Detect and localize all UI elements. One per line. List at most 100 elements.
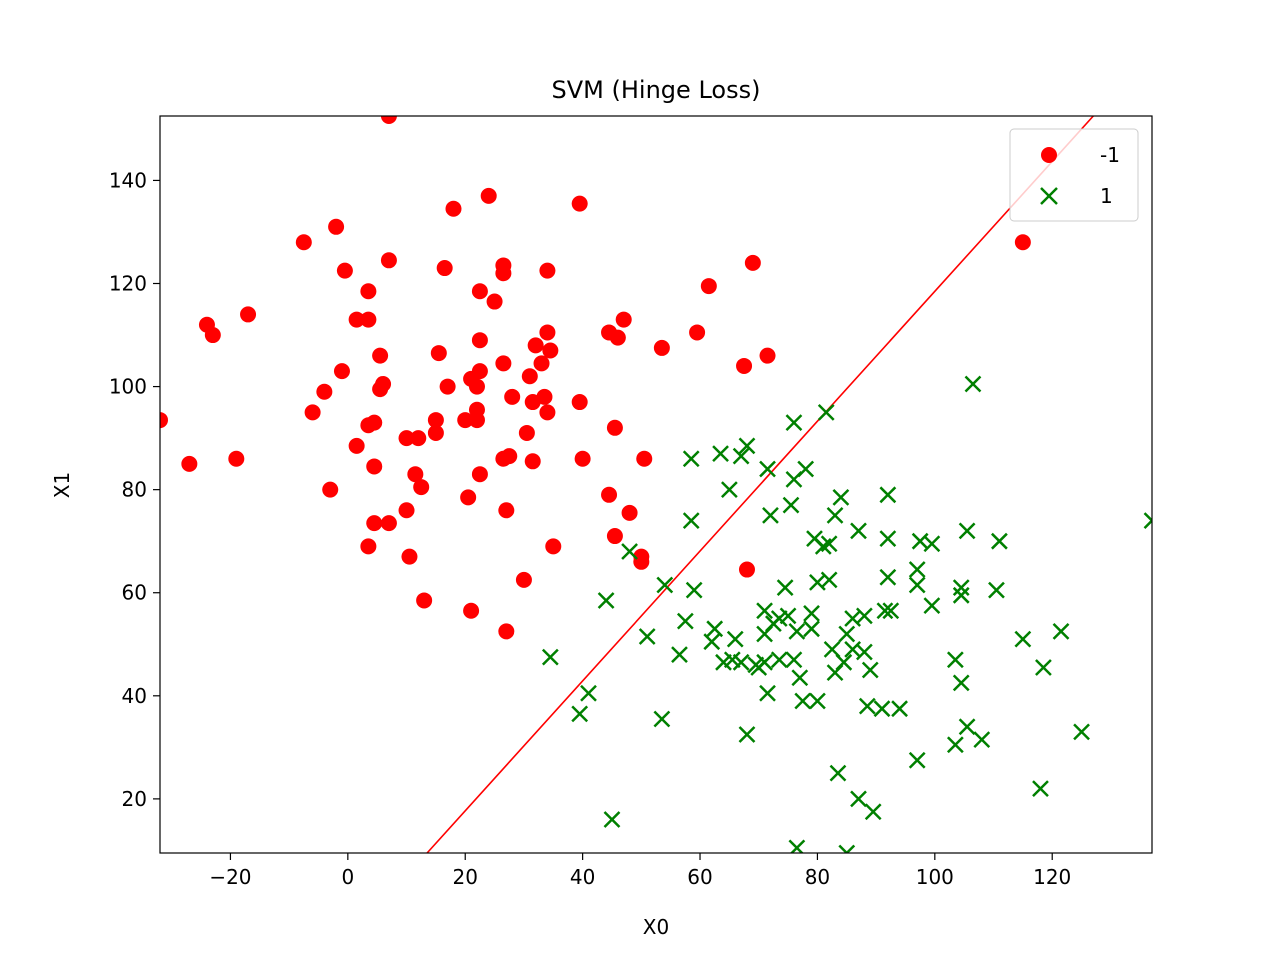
point-series-1-82 xyxy=(571,705,589,723)
point-series-0-81 xyxy=(621,504,638,521)
point-series-0-2 xyxy=(445,200,462,217)
y-tick-label-6: 140 xyxy=(109,168,147,192)
point-series-0-72 xyxy=(366,458,383,475)
x-axis: −20 0 20 40 60 80 100 120 xyxy=(209,853,1071,889)
point-series-0-60 xyxy=(518,424,535,441)
point-series-0-74 xyxy=(471,466,488,483)
point-series-1-61 xyxy=(844,641,862,658)
point-series-1-98 xyxy=(850,790,867,808)
point-series-1-56 xyxy=(788,623,806,640)
point-series-0-13 xyxy=(744,254,761,271)
point-series-0-46 xyxy=(316,383,333,400)
point-series-0-93 xyxy=(463,602,480,619)
point-series-0-64 xyxy=(348,437,365,454)
x-tick-label-7: 120 xyxy=(1033,865,1071,889)
point-series-0-50 xyxy=(571,394,588,411)
y-axis-label: X1 xyxy=(50,472,74,498)
legend-marker-x xyxy=(1040,187,1058,205)
point-series-1-14 xyxy=(762,507,779,524)
point-series-1-79 xyxy=(952,674,970,692)
point-series-0-43 xyxy=(372,381,389,398)
point-series-0-58 xyxy=(539,404,556,421)
point-series-0-29 xyxy=(653,339,670,356)
point-series-0-45 xyxy=(468,378,485,395)
point-series-0-77 xyxy=(460,489,477,506)
point-series-1-49 xyxy=(676,612,694,630)
point-series-1-4 xyxy=(712,445,729,462)
decision-boundary-line xyxy=(426,116,1094,853)
point-series-1-53 xyxy=(726,630,744,648)
point-series-1-21 xyxy=(850,522,867,540)
y-tick-label-1: 40 xyxy=(122,684,147,708)
point-series-1-80 xyxy=(541,648,559,666)
point-series-0-78 xyxy=(601,486,618,503)
point-series-1-72 xyxy=(785,651,803,669)
point-series-0-18 xyxy=(240,306,257,323)
point-series-0-41 xyxy=(521,368,538,385)
x-tick-label-1: 0 xyxy=(341,865,354,889)
point-series-0-27 xyxy=(471,332,488,349)
point-series-1-63 xyxy=(861,661,879,679)
point-series-0-33 xyxy=(372,347,389,364)
point-series-1-43 xyxy=(803,604,820,622)
point-series-1-55 xyxy=(765,615,782,633)
point-series-1-10 xyxy=(720,481,738,499)
point-series-0-83 xyxy=(380,515,397,532)
y-tick-label-0: 20 xyxy=(122,787,147,811)
point-series-1-102 xyxy=(838,844,856,853)
point-series-0-75 xyxy=(413,479,430,496)
x-tick-label-3: 40 xyxy=(570,865,595,889)
point-series-0-36 xyxy=(495,355,512,372)
point-series-1-57 xyxy=(803,620,820,638)
point-series-1-78 xyxy=(1035,659,1052,676)
point-series-1-77 xyxy=(1052,623,1070,640)
point-series-0-23 xyxy=(615,311,632,328)
point-series-1-7 xyxy=(759,460,776,478)
point-series-1-70 xyxy=(756,653,773,671)
point-series-1-11 xyxy=(832,489,850,506)
point-series-1-88 xyxy=(873,700,891,718)
point-series-1-15 xyxy=(782,496,800,514)
point-series-1-99 xyxy=(864,803,882,821)
point-series-1-3 xyxy=(738,437,756,455)
point-series-1-2 xyxy=(785,414,803,432)
point-series-1-48 xyxy=(597,592,615,609)
point-series-0-76 xyxy=(322,481,339,498)
point-series-0-84 xyxy=(606,528,623,545)
point-series-0-11 xyxy=(495,265,512,282)
point-series-1-26 xyxy=(991,532,1008,550)
point-series-1-42 xyxy=(779,607,797,625)
y-tick-label-2: 60 xyxy=(122,581,147,605)
point-series-1-34 xyxy=(908,561,926,578)
point-series-0-91 xyxy=(515,571,532,588)
point-series-0-53 xyxy=(360,417,377,434)
point-series-0-16 xyxy=(486,293,503,310)
point-series-1-6 xyxy=(682,450,700,468)
plot-area xyxy=(160,116,1152,853)
point-series-1-86 xyxy=(809,692,826,710)
point-series-1-74 xyxy=(826,664,844,681)
point-series-0-55 xyxy=(457,412,474,429)
point-series-0-94 xyxy=(498,623,515,640)
legend-label-series-1: 1 xyxy=(1100,184,1113,208)
point-series-0-37 xyxy=(533,355,550,372)
point-series-1-46 xyxy=(876,602,894,620)
x-tick-label-5: 80 xyxy=(805,865,830,889)
point-series-1-87 xyxy=(858,697,876,715)
point-series-0-22 xyxy=(360,311,377,328)
point-series-0-48 xyxy=(504,388,521,405)
point-series-0-17 xyxy=(700,278,717,295)
point-series-0-86 xyxy=(545,538,562,555)
point-series-1-5 xyxy=(732,447,750,465)
x-tick-label-4: 60 xyxy=(687,865,712,889)
point-series-1-13 xyxy=(682,512,700,529)
point-series-1-94 xyxy=(1073,723,1090,741)
point-series-0-9 xyxy=(436,260,453,277)
point-series-0-38 xyxy=(333,363,350,380)
point-series-1-91 xyxy=(958,718,976,736)
point-series-1-71 xyxy=(770,651,788,669)
point-series-0-95 xyxy=(160,412,168,429)
point-series-0-5 xyxy=(295,234,312,251)
point-series-1-28 xyxy=(656,576,674,594)
